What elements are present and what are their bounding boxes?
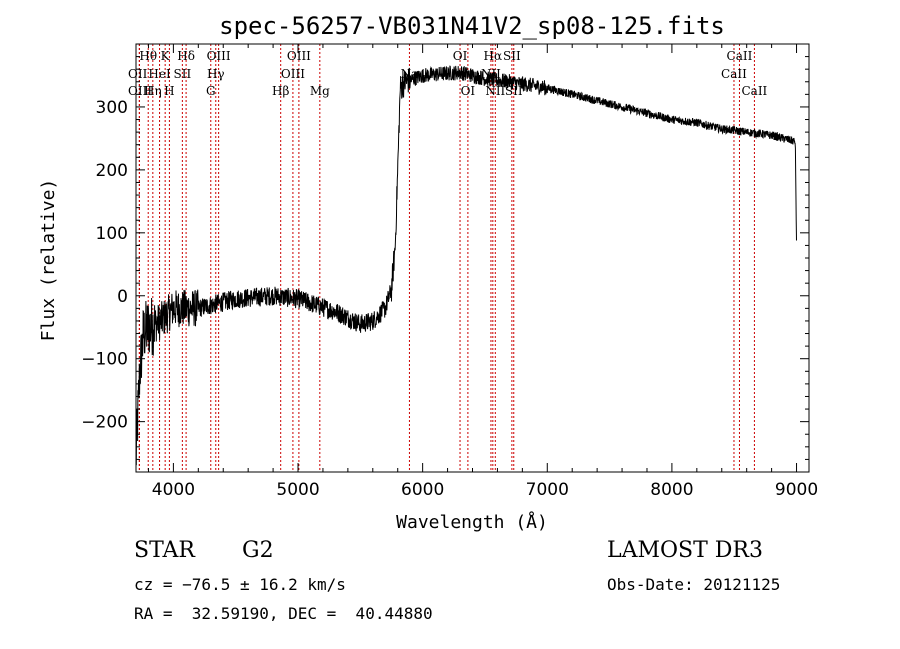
spectral-line-label: NII — [485, 84, 505, 98]
redshift-value: cz = −76.5 ± 16.2 km/s — [134, 575, 346, 594]
axes-layer: 4000 5000 6000 7000 8000 9000 −200 −100 0 100 200 3… — [81, 44, 818, 500]
spectral-line-label: H — [164, 84, 174, 98]
y-axis-label: Flux (relative) — [38, 179, 59, 342]
x-tick-label: 7000 — [526, 480, 569, 500]
spectrum-line — [135, 65, 797, 466]
spectral-line-label: Hη — [144, 84, 162, 98]
x-tick-label: 9000 — [775, 480, 818, 500]
spectral-line-label: G — [206, 84, 216, 98]
survey-name: LAMOST DR3 — [607, 538, 763, 563]
spectral-line-label: K — [161, 49, 171, 63]
spectral-line-label: CaII — [721, 67, 747, 81]
spectral-line-label: OIII — [287, 49, 311, 63]
spectral-line-label: OI — [453, 49, 468, 63]
y-tick-label: 0 — [117, 287, 128, 307]
spectral-line-label: SII — [174, 67, 192, 81]
spectrum-layer — [135, 65, 797, 466]
spectral-line-label: Hδ — [177, 49, 195, 63]
chart-title: spec-56257-VB031N41V2_sp08-125.fits — [219, 12, 725, 40]
sky-coordinates: RA = 32.59190, DEC = 40.44880 — [134, 604, 433, 623]
y-tick-label: −100 — [81, 350, 128, 370]
x-tick-label: 8000 — [650, 480, 693, 500]
y-tick-label: −200 — [81, 413, 128, 433]
spectral-labels-layer: OIIIOIIHθHηHeIKHSIIHδGHγOIIIHβOIIIOIIIMg… — [128, 49, 768, 98]
spectral-line-label: OIII — [128, 84, 152, 98]
spectral-line-label: Hθ — [139, 49, 157, 63]
x-axis-label: Wavelength (Å) — [396, 511, 548, 533]
spectral-line-label: HeI — [148, 67, 171, 81]
spectral-line-label: Hα — [484, 49, 503, 63]
spectral-line-label: Hγ — [207, 67, 225, 81]
spectral-lines-layer — [138, 44, 755, 472]
y-tick-label: 100 — [96, 224, 128, 244]
x-tick-label: 6000 — [401, 480, 444, 500]
spectral-line-label: OII — [128, 67, 148, 81]
y-tick-label: 200 — [96, 161, 128, 181]
x-tick-label: 4000 — [152, 480, 195, 500]
y-tick-label: 300 — [96, 98, 128, 118]
observation-date: Obs-Date: 20121125 — [607, 575, 781, 594]
spectral-line-label: Hβ — [272, 84, 289, 98]
spectral-line-label: SII — [505, 84, 523, 98]
object-subclass: G2 — [242, 538, 274, 563]
spectral-line-label: OI — [461, 84, 476, 98]
spectral-line-label: CaII — [727, 49, 753, 63]
plot-frame — [135, 43, 810, 473]
spectral-line-label: OIII — [281, 67, 305, 81]
object-class: STAR — [134, 538, 195, 563]
spectral-line-label: OIII — [207, 49, 231, 63]
spectral-line-label: Mg — [310, 84, 330, 98]
spectral-line-label: SII — [503, 49, 521, 63]
spectral-line-label: CaII — [741, 84, 767, 98]
x-tick-label: 5000 — [276, 480, 319, 500]
